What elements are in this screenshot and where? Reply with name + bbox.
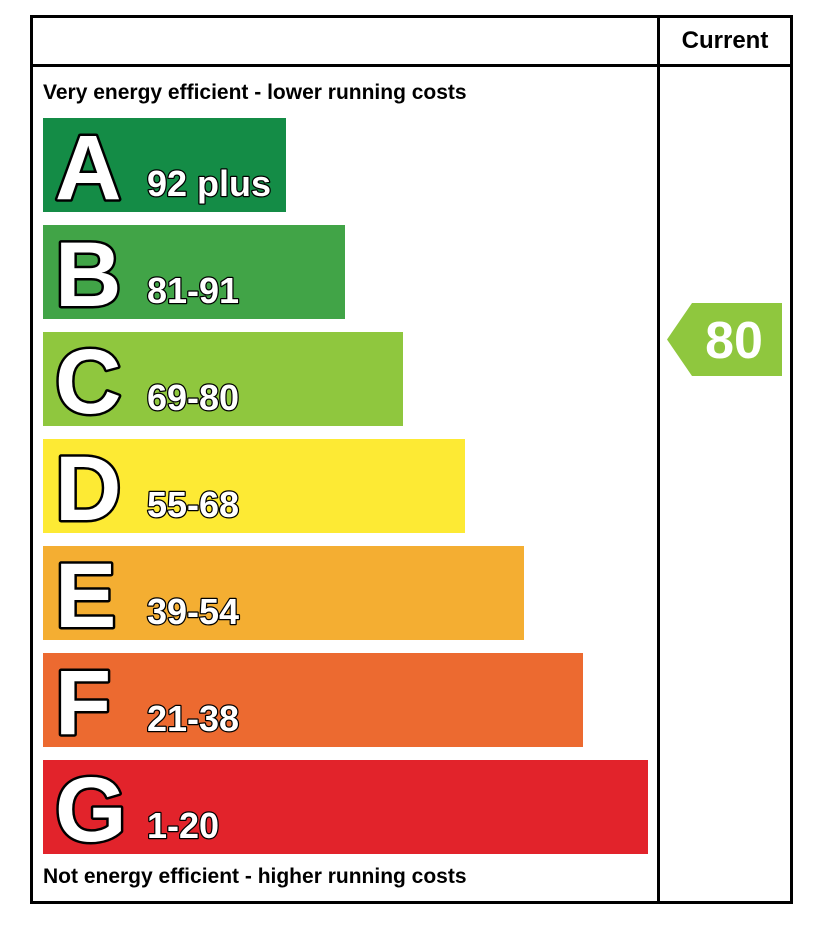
arrow-shape-icon (667, 303, 782, 376)
band-letter: A (55, 117, 121, 219)
band-f: F 21-38 (43, 650, 583, 757)
band-graphic: F 21-38 (53, 650, 241, 757)
band-letter: F (55, 652, 111, 754)
band-range-label: 55-68 (147, 484, 239, 525)
band-c: C 69-80 (43, 329, 403, 436)
band-graphic: D 55-68 (53, 436, 241, 543)
band-range-label: 81-91 (147, 270, 239, 311)
current-column-header: Current (657, 18, 790, 64)
band-range-label: 69-80 (147, 377, 239, 418)
header-empty-cell (33, 18, 657, 64)
bottom-caption: Not energy efficient - higher running co… (43, 865, 467, 888)
band-graphic: G 1-20 (53, 757, 221, 864)
band-letter: B (55, 224, 121, 326)
table-body-row: Very energy efficient - lower running co… (33, 67, 790, 901)
rating-scale-cell: Very energy efficient - lower running co… (33, 67, 657, 901)
band-e: E 39-54 (43, 543, 524, 650)
band-graphic: C 69-80 (53, 329, 241, 436)
top-caption: Very energy efficient - lower running co… (43, 80, 467, 104)
band-letter: C (55, 331, 121, 433)
band-range-label: 1-20 (147, 805, 219, 846)
band-graphic: A 92 plus (53, 115, 273, 222)
band-b: B 81-91 (43, 222, 345, 329)
band-a: A 92 plus (43, 115, 286, 222)
current-rating-arrow: 80 (667, 303, 782, 376)
band-d: D 55-68 (43, 436, 465, 543)
band-g: G 1-20 (43, 757, 648, 864)
band-letter: G (55, 759, 127, 861)
band-letter: E (55, 545, 116, 647)
rating-table: Current Very energy efficient - lower ru… (30, 15, 793, 904)
current-rating-value: 80 (705, 312, 763, 370)
band-graphic: E 39-54 (53, 543, 241, 650)
current-rating-cell: 80 (657, 67, 790, 901)
rating-bands: A 92 plus B 81-91 C 69-80 D 55-68 E 39-5… (33, 115, 657, 864)
band-graphic: B 81-91 (53, 222, 241, 329)
band-letter: D (55, 438, 121, 540)
band-range-label: 21-38 (147, 698, 239, 739)
band-range-label: 92 plus (147, 163, 271, 204)
table-header-row: Current (33, 18, 790, 67)
band-range-label: 39-54 (147, 591, 239, 632)
